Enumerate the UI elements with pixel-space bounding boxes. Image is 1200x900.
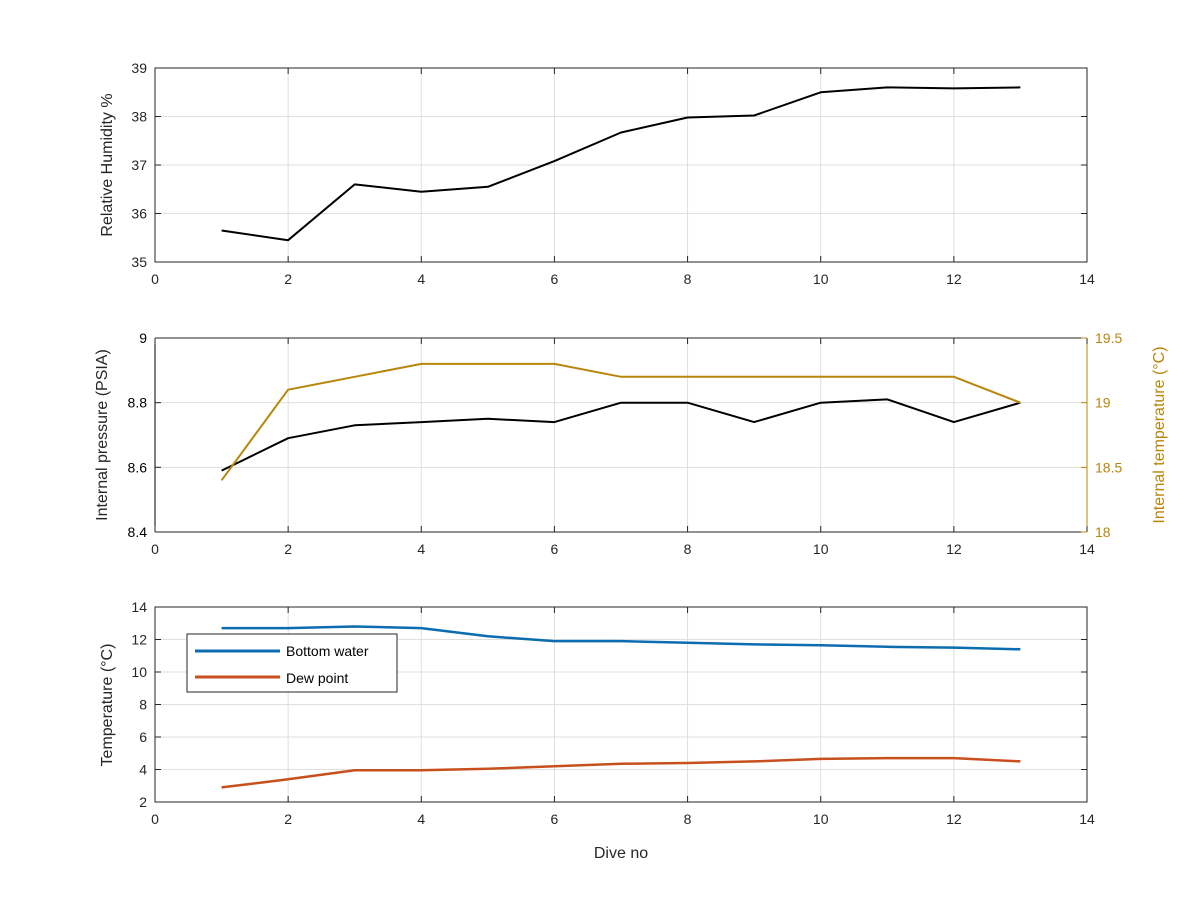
temperature-x-tick-label: 6 <box>551 811 559 827</box>
temperature-right-y-tick-label: 18.5 <box>1095 459 1122 475</box>
humidity-series-0-line <box>221 86 1021 242</box>
humidity-panel: 0 2 4 6 8 10 12 14 35 36 37 38 39 Relative Humidity … <box>99 60 1095 287</box>
temperature-y-tick-label: 8 <box>139 697 147 713</box>
x-axis-label: Dive no <box>594 845 648 862</box>
pressure-x-tick-label: 10 <box>813 541 829 557</box>
humidity-x-tick-label: 0 <box>151 271 159 287</box>
pressure-panel: 0 2 4 6 8 10 12 14 8.4 8.6 8.8 9 18 18.5 19 19.5 Intern… <box>94 330 1168 557</box>
pressure-x-tick-label: 4 <box>417 541 425 557</box>
pressure-y-tick-label: 8.6 <box>128 459 148 475</box>
humidity-lines <box>221 86 1021 242</box>
humidity-y-tick-label: 38 <box>131 109 147 125</box>
temperature-right-y-tick-label: 19.5 <box>1095 330 1122 346</box>
pressure-y-tick-label: 8.4 <box>128 524 148 540</box>
humidity-x-tick-label: 8 <box>684 271 692 287</box>
temperature-y-tick-label: 2 <box>139 794 147 810</box>
bottom-water-line <box>221 625 1021 651</box>
temperature-y-label: Temperature (°C) <box>99 644 116 767</box>
legend-box <box>186 633 398 693</box>
pressure-y-tick-label: 8.8 <box>128 395 148 411</box>
pressure-y-tick-label: 9 <box>139 330 147 346</box>
pressure-x-tick-label: 12 <box>946 541 962 557</box>
legend-label-dew-point: Dew point <box>286 670 348 686</box>
temperature-x-tick-label: 8 <box>684 811 692 827</box>
pressure-series-1-line <box>220 362 1021 481</box>
pressure-x-tick-label: 0 <box>151 541 159 557</box>
humidity-x-tick-label: 14 <box>1079 271 1095 287</box>
temperature-right-y-tick-label: 19 <box>1095 395 1111 411</box>
pressure-lines <box>220 362 1021 481</box>
temperature-right-y-label: Internal temperature (°C) <box>1151 346 1168 523</box>
temperature-right-y-tick-label: 18 <box>1095 524 1111 540</box>
temperature-x-tick-label: 4 <box>417 811 425 827</box>
pressure-x-tick-label: 6 <box>551 541 559 557</box>
humidity-y-tick-label: 35 <box>131 254 147 270</box>
humidity-y-tick-label: 39 <box>131 60 147 76</box>
humidity-x-tick-label: 10 <box>813 271 829 287</box>
temperature-x-tick-label: 2 <box>284 811 292 827</box>
temperature-x-tick-label: 12 <box>946 811 962 827</box>
temperature-y-tick-label: 10 <box>131 664 147 680</box>
pressure-ticks: 0 2 4 6 8 10 12 14 8.4 8.6 8.8 9 18 18.5 19 19.5 <box>128 330 1123 557</box>
legend-label-bottom-water: Bottom water <box>286 643 369 659</box>
humidity-x-tick-label: 4 <box>417 271 425 287</box>
temperature-y-tick-label: 4 <box>139 762 147 778</box>
legend: Bottom water Dew point <box>186 633 398 693</box>
dew-point-line <box>221 756 1021 789</box>
pressure-x-tick-label: 14 <box>1079 541 1095 557</box>
temperature-y-tick-label: 14 <box>131 599 147 615</box>
humidity-y-label: Relative Humidity % <box>99 93 116 236</box>
temperature-y-tick-label: 12 <box>131 632 147 648</box>
temperature-y-tick-label: 6 <box>139 729 147 745</box>
pressure-series-0-line <box>221 398 1021 472</box>
temperature-lines <box>221 625 1021 789</box>
temperature-x-tick-label: 0 <box>151 811 159 827</box>
humidity-x-tick-label: 2 <box>284 271 292 287</box>
humidity-x-tick-label: 12 <box>946 271 962 287</box>
pressure-x-tick-label: 8 <box>684 541 692 557</box>
humidity-y-tick-label: 36 <box>131 206 147 222</box>
humidity-y-tick-label: 37 <box>131 157 147 173</box>
pressure-x-tick-label: 2 <box>284 541 292 557</box>
humidity-x-tick-label: 6 <box>551 271 559 287</box>
humidity-ticks: 0 2 4 6 8 10 12 14 35 36 37 38 39 <box>131 60 1095 287</box>
temperature-x-tick-label: 14 <box>1079 811 1095 827</box>
pressure-y-label: Internal pressure (PSIA) <box>94 349 111 521</box>
temperature-x-tick-label: 10 <box>813 811 829 827</box>
